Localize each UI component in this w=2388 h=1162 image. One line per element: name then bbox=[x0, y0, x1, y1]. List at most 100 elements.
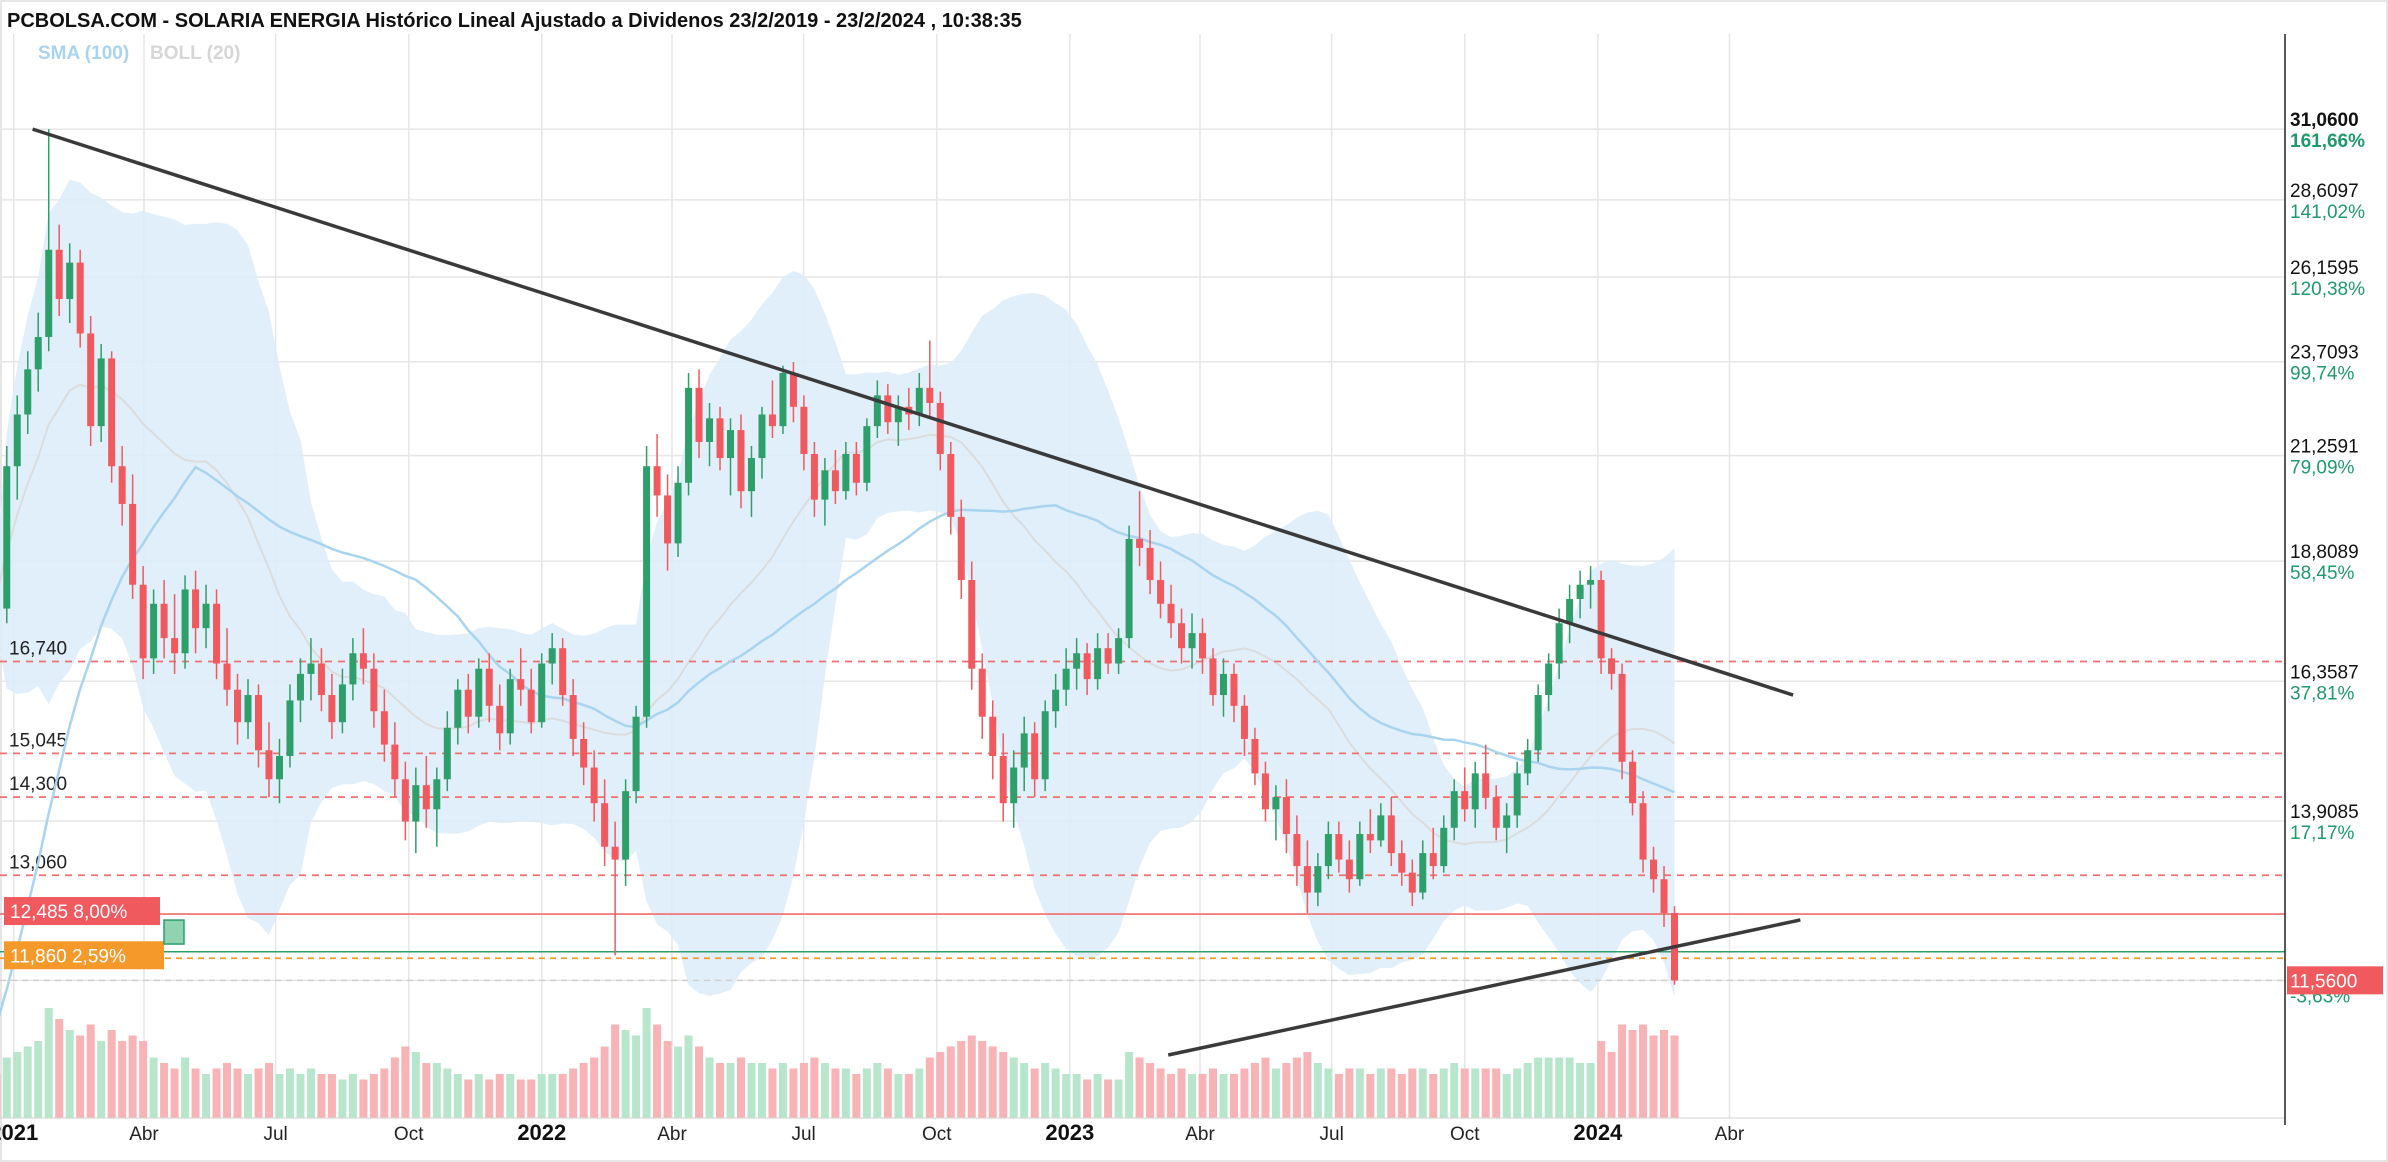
candle-body bbox=[160, 603, 168, 639]
volume-bar bbox=[128, 1035, 137, 1118]
candle bbox=[422, 755, 430, 828]
candle-body bbox=[422, 785, 430, 810]
candle bbox=[506, 668, 514, 745]
volume-bar bbox=[894, 1074, 903, 1118]
candle bbox=[1440, 815, 1448, 873]
candle-body bbox=[244, 695, 252, 723]
legend-sma[interactable]: SMA (100) bbox=[38, 43, 129, 64]
volume-bar bbox=[1607, 1052, 1616, 1118]
candle-body bbox=[1356, 834, 1364, 880]
candle-body bbox=[87, 333, 95, 427]
candle-body bbox=[1345, 859, 1353, 880]
volume-bar bbox=[317, 1074, 326, 1118]
volume-bar bbox=[1649, 1035, 1658, 1118]
volume-bar bbox=[348, 1074, 357, 1118]
candle bbox=[1010, 750, 1018, 828]
candle bbox=[1209, 648, 1217, 706]
volume-bar bbox=[1093, 1074, 1102, 1118]
volume-bar bbox=[883, 1068, 892, 1118]
candle-body bbox=[1587, 580, 1595, 585]
candle-body bbox=[234, 689, 242, 723]
x-tick-label: Oct bbox=[394, 1124, 424, 1145]
candle bbox=[1199, 618, 1207, 674]
volume-bar bbox=[736, 1057, 745, 1118]
volume-bar bbox=[820, 1063, 829, 1118]
candle bbox=[978, 653, 986, 739]
candle-body bbox=[768, 414, 776, 427]
volume-bar bbox=[1051, 1068, 1060, 1118]
volume-bar bbox=[170, 1068, 179, 1118]
candle-body bbox=[842, 453, 850, 492]
candle-body bbox=[1618, 673, 1626, 762]
volume-bar bbox=[160, 1063, 169, 1118]
volume-bar bbox=[1628, 1030, 1637, 1118]
candle-body bbox=[1419, 853, 1427, 893]
candle-body bbox=[685, 387, 693, 483]
volume-bar bbox=[674, 1046, 683, 1118]
candle bbox=[349, 638, 357, 701]
candle bbox=[213, 589, 221, 680]
candle bbox=[664, 474, 672, 571]
candle bbox=[24, 351, 32, 435]
candle bbox=[1408, 859, 1416, 907]
volume-bar bbox=[1439, 1068, 1448, 1118]
y-tick-pct: 17,17% bbox=[2290, 823, 2355, 844]
volume-bar bbox=[13, 1052, 22, 1118]
candle bbox=[643, 445, 651, 728]
chart-header: PCBOLSA.COM - SOLARIA ENERGIA Histórico … bbox=[7, 10, 1022, 64]
candle bbox=[695, 369, 703, 459]
volume-bar bbox=[946, 1046, 955, 1118]
volume-bar bbox=[1083, 1079, 1092, 1118]
volume-bar bbox=[904, 1074, 913, 1118]
candle bbox=[1094, 633, 1102, 690]
candle bbox=[1115, 628, 1123, 674]
candle-body bbox=[747, 458, 755, 492]
candle bbox=[517, 648, 525, 706]
volume-bar bbox=[1167, 1074, 1176, 1118]
legend-boll[interactable]: BOLL (20) bbox=[150, 43, 240, 64]
volume-bar bbox=[527, 1079, 536, 1118]
candle-body bbox=[118, 466, 126, 504]
candle bbox=[1052, 673, 1060, 728]
volume-bar bbox=[1355, 1068, 1364, 1118]
candle-body bbox=[1209, 658, 1217, 696]
volume-bar bbox=[369, 1074, 378, 1118]
candle bbox=[716, 406, 724, 471]
candle-body bbox=[1566, 598, 1574, 624]
candle bbox=[76, 249, 84, 348]
volume-bar bbox=[1041, 1063, 1050, 1118]
candle-body bbox=[695, 387, 703, 442]
volume-bar bbox=[1618, 1024, 1627, 1118]
candle bbox=[254, 684, 262, 768]
candle-body bbox=[800, 406, 808, 454]
candle bbox=[87, 316, 95, 446]
volume-bar bbox=[799, 1063, 808, 1118]
volume-bar bbox=[1062, 1074, 1071, 1118]
candle-body bbox=[24, 369, 32, 415]
volume-bar bbox=[506, 1074, 515, 1118]
candle bbox=[580, 722, 588, 786]
y-tick-price: 23,7093 bbox=[2290, 343, 2359, 364]
x-tick-label: Abr bbox=[1715, 1124, 1745, 1145]
candle-body bbox=[464, 689, 472, 717]
candle-body bbox=[1062, 668, 1070, 690]
level-label: 14,300 bbox=[9, 774, 67, 795]
volume-bar bbox=[296, 1074, 305, 1118]
volume-bar bbox=[1345, 1068, 1354, 1118]
candle-body bbox=[1303, 866, 1311, 893]
candle-body bbox=[1094, 648, 1102, 680]
candle-body bbox=[821, 470, 829, 500]
candle bbox=[779, 365, 787, 435]
x-tick-label: 2024 bbox=[1573, 1120, 1623, 1145]
candle-body bbox=[1146, 547, 1154, 581]
volume-bar bbox=[1240, 1068, 1249, 1118]
volume-bar bbox=[401, 1046, 410, 1118]
volume-bar bbox=[1229, 1074, 1238, 1118]
candle bbox=[454, 679, 462, 745]
volume-bar bbox=[778, 1063, 787, 1118]
volume-bar bbox=[768, 1068, 777, 1118]
candle bbox=[894, 395, 902, 446]
candle bbox=[706, 402, 714, 467]
volume-bar bbox=[23, 1046, 32, 1118]
